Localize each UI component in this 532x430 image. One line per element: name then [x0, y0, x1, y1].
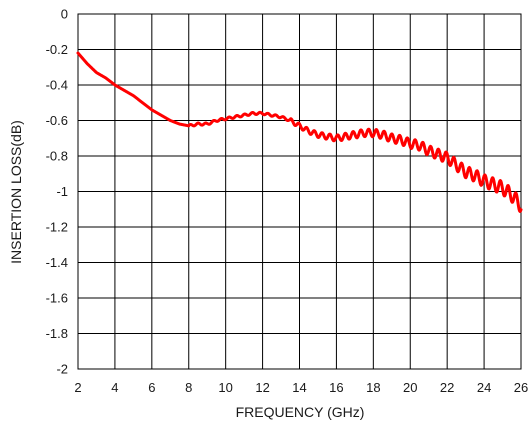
- y-tick-label: 0: [61, 7, 68, 22]
- x-tick-label: 26: [514, 380, 528, 395]
- y-tick-label: -1.4: [46, 255, 68, 270]
- y-tick-label: -1: [56, 184, 68, 199]
- y-tick-label: -0.2: [46, 42, 68, 57]
- plot-frame: [77, 13, 522, 370]
- y-tick-label: -1.8: [46, 326, 68, 341]
- series-line: [76, 51, 523, 213]
- x-tick-label: 12: [255, 380, 269, 395]
- series-layer: [76, 51, 523, 213]
- y-tick-label: -1.6: [46, 291, 68, 306]
- x-tick-label: 8: [185, 380, 192, 395]
- y-tick-label: -0.4: [46, 78, 68, 93]
- y-tick-label: -2: [56, 362, 68, 377]
- x-tick-label: 2: [74, 380, 81, 395]
- y-axis-title: INSERTION LOSS(dB): [8, 120, 24, 264]
- x-tick-label: 16: [329, 380, 343, 395]
- y-tick-label: -1.2: [46, 220, 68, 235]
- x-tick-label: 4: [111, 380, 118, 395]
- x-tick-label: 20: [403, 380, 417, 395]
- x-tick-label: 24: [477, 380, 491, 395]
- x-tick-label: 18: [366, 380, 380, 395]
- x-tick-label: 10: [218, 380, 232, 395]
- x-tick-label: 22: [440, 380, 454, 395]
- y-tick-label: -0.6: [46, 113, 68, 128]
- grid-layer: [77, 13, 522, 370]
- tick-label-layer: 2 4 6 8 10 12 14 16 18 20 22 24 260-0.2-0.4-0.6-0.8-…: [46, 7, 529, 396]
- x-tick-label: 14: [292, 380, 306, 395]
- x-axis-title: FREQUENCY (GHz): [236, 404, 365, 420]
- x-tick-label: 6: [148, 380, 155, 395]
- y-tick-label: -0.8: [46, 149, 68, 164]
